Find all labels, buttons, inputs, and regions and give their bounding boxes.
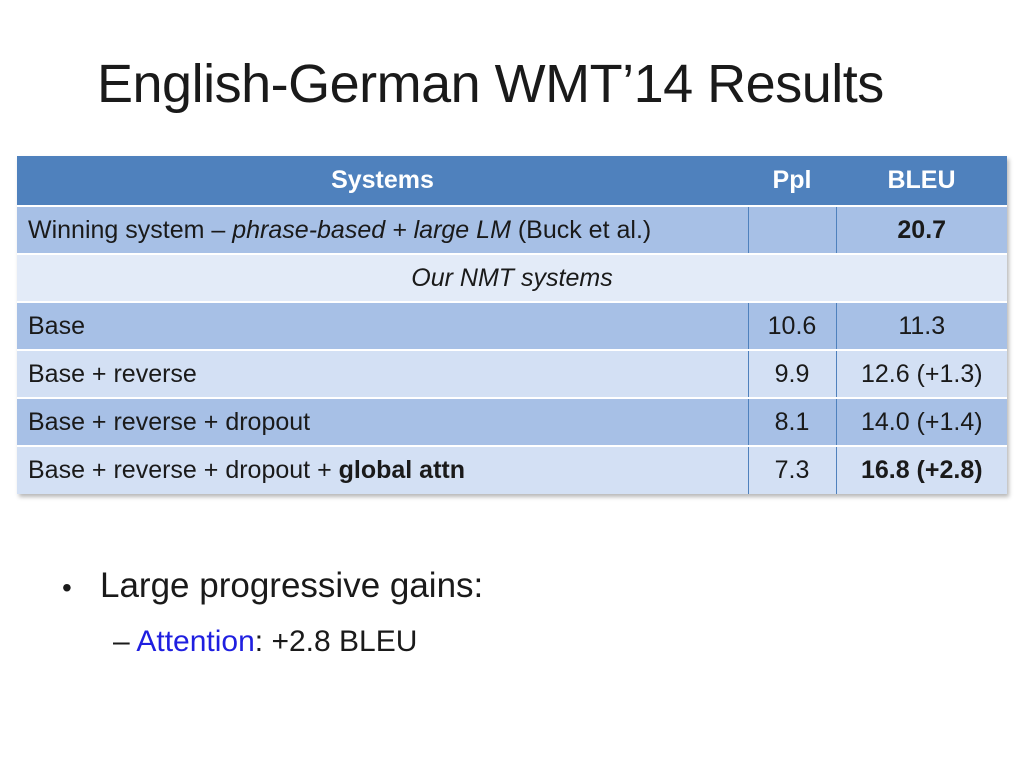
sub-bullet-dash: –	[113, 625, 130, 658]
system-prefix: Base + reverse + dropout +	[28, 456, 339, 484]
system-cell: Base + reverse + dropout + global attn	[17, 445, 749, 494]
bullet-list: • Large progressive gains:	[62, 562, 483, 612]
winning-system-prefix: Winning system –	[28, 215, 233, 244]
header-systems: Systems	[17, 156, 748, 206]
bullet-text: Large progressive gains:	[100, 566, 484, 605]
table-row: Base + reverse + dropout 8.1 14.0 (+1.4)	[17, 397, 1007, 446]
ppl-cell: 9.9	[748, 349, 837, 398]
bleu-cell: 14.0 (+1.4)	[836, 397, 1007, 446]
sub-bullet-text: : +2.8 BLEU	[254, 625, 418, 658]
sub-bullet-accent: Attention	[136, 625, 255, 658]
bleu-cell: 11.3	[836, 301, 1007, 350]
system-cell: Base	[17, 301, 749, 350]
sub-bullet-item: – Attention: +2.8 BLEU	[113, 620, 417, 664]
bullet-item: • Large progressive gains:	[62, 562, 483, 612]
winning-system-cell: Winning system – phrase-based + large LM…	[17, 205, 749, 254]
header-bleu: BLEU	[836, 156, 1007, 206]
bullet-dot-icon: •	[62, 572, 72, 603]
winning-system-emph: phrase-based + large LM	[232, 215, 511, 244]
table-header-row: Systems Ppl BLEU	[17, 156, 1007, 206]
winning-system-suffix: (Buck et al.)	[510, 215, 652, 244]
bleu-cell: 16.8 (+2.8)	[836, 445, 1007, 494]
table-row: Base 10.6 11.3	[17, 301, 1007, 350]
ppl-cell: 7.3	[748, 445, 837, 494]
slide-title: English-German WMT’14 Results	[97, 54, 884, 114]
bleu-cell: 12.6 (+1.3)	[836, 349, 1007, 398]
table-row: Base + reverse 9.9 12.6 (+1.3)	[17, 349, 1007, 398]
ppl-cell: 10.6	[748, 301, 837, 350]
table-row-winning-system: Winning system – phrase-based + large LM…	[17, 205, 1007, 254]
system-cell: Base + reverse + dropout	[17, 397, 749, 446]
header-ppl: Ppl	[748, 156, 836, 206]
winning-system-ppl	[748, 205, 837, 254]
group-label: Our NMT systems	[17, 253, 1007, 302]
system-cell: Base + reverse	[17, 349, 749, 398]
table-row-global-attn: Base + reverse + dropout + global attn 7…	[17, 445, 1007, 494]
ppl-cell: 8.1	[748, 397, 837, 446]
table-row-group-label: Our NMT systems	[17, 253, 1007, 302]
results-table: Systems Ppl BLEU Winning system – phrase…	[17, 156, 1007, 494]
winning-system-bleu: 20.7	[836, 205, 1007, 254]
system-bold: global attn	[338, 456, 465, 484]
